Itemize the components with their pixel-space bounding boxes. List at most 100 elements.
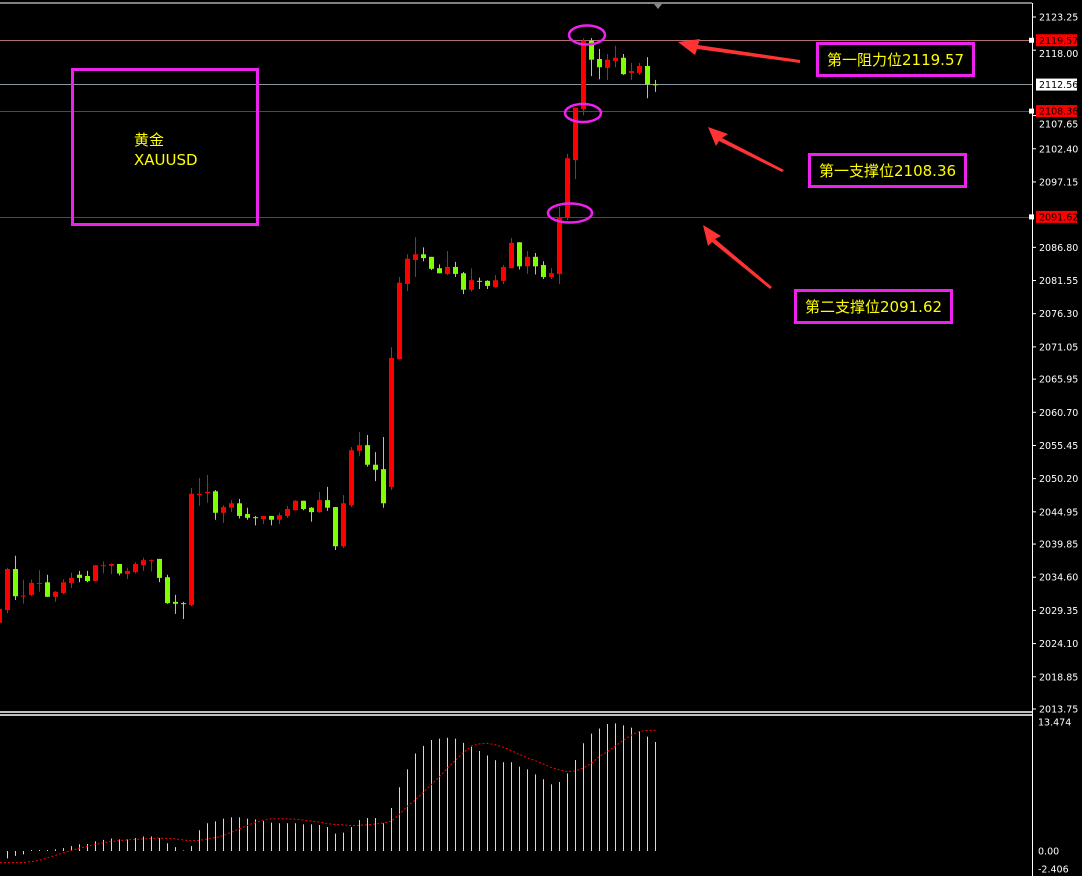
candle-body [237,503,242,516]
y-tick-label: 2065.95 [1039,375,1078,386]
candle-body [365,445,370,465]
candle [477,277,482,290]
candle [333,507,338,551]
symbol-code: XAUUSD [134,151,198,169]
candle-body [101,565,106,567]
candle-body [557,217,562,274]
candle-body [221,507,226,513]
candle-body [637,65,642,73]
candle [53,591,58,602]
candle [165,574,170,604]
candle-body [413,254,418,260]
candle [605,53,610,80]
candle-body [5,569,10,611]
level-handle [1029,37,1034,43]
annotation-marks [546,24,800,289]
candle-body [421,254,426,259]
candle-body [581,40,586,109]
y-tick-label: 2034.60 [1039,573,1078,584]
candle [77,570,82,583]
candle [629,62,634,80]
candle [549,268,554,279]
candle [309,507,314,522]
candle [285,505,290,518]
support2-circle [546,202,594,224]
candle-body [501,266,506,281]
candle-body [461,273,466,290]
y-tick-label: 2044.95 [1039,507,1078,518]
candle [613,45,618,68]
chart-shift-marker-icon[interactable] [654,4,662,9]
candle-body [517,242,522,267]
candle-body [157,558,162,578]
candle-body [13,569,18,597]
candle-body [205,491,210,494]
level-price-tag [1036,105,1077,118]
candle-body [573,107,578,161]
candle [0,608,2,623]
candle [269,515,274,526]
macd-tick-label: -2.406 [1038,865,1069,876]
y-tick-label: 2123.25 [1039,13,1078,24]
candle-body [165,577,170,604]
candle [581,38,586,116]
candle-body [53,591,58,597]
candle-body [261,515,266,520]
candle-body [445,266,450,274]
candle-body [541,265,546,278]
candle [261,515,266,525]
candle [469,268,474,292]
candle-body [325,500,330,508]
candle [109,563,114,575]
y-tick-label: 2081.55 [1039,276,1078,287]
candle-body [405,258,410,285]
candle [29,579,34,597]
level-price-label: 2108.36 [1039,107,1078,118]
candle [397,277,402,360]
level-handle [1029,214,1034,220]
candle-body [429,256,434,269]
y-tick-label: 2076.30 [1039,309,1078,320]
candle [429,256,434,271]
y-tick-label: 2029.35 [1039,606,1078,617]
candle [349,447,354,508]
candle-body [149,560,154,562]
y-tick-label: 2050.20 [1039,474,1078,485]
support1-circle [563,102,603,124]
candle-body [93,565,98,582]
candle [541,261,546,279]
candle-body [333,507,338,547]
candle [453,261,458,278]
candle [421,247,426,262]
candle-body [269,515,274,520]
candle-body [389,357,394,487]
candle [21,579,26,604]
candle [389,347,394,491]
candle [597,48,602,80]
candle-body [485,280,490,286]
arrow-icon [678,39,800,63]
candle [157,558,162,583]
y-tick-label: 2102.40 [1039,144,1078,155]
y-tick-label: 2013.75 [1039,705,1078,716]
candle [525,251,530,274]
candle-body [645,65,650,85]
candle [365,435,370,467]
candle [253,515,258,526]
candle [461,271,466,295]
symbol-box: 黄金 XAUUSD [71,68,259,226]
candle-body [341,503,346,547]
candle-body [469,280,474,290]
candle-body [349,450,354,506]
candle-body [597,59,602,68]
candle-body [453,266,458,274]
candle-body [565,158,570,218]
candle-body [181,603,186,605]
resistance-label: 第一阻力位2119.57 [816,42,976,77]
resistance-circle [567,24,607,46]
y-tick-label: 2060.70 [1039,408,1078,419]
y-tick-label: 2086.80 [1039,243,1078,254]
candle [93,565,98,582]
candle [5,567,10,614]
